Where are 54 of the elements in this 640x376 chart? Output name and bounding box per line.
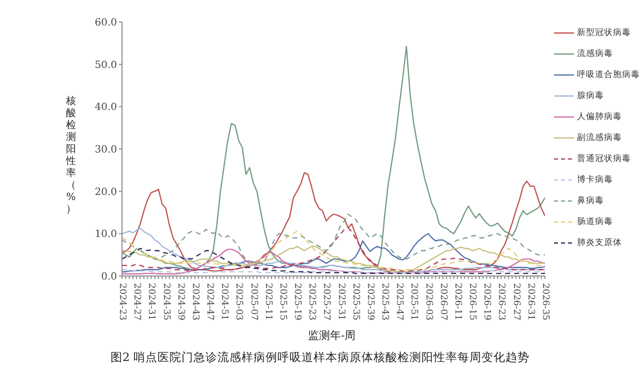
- x-axis-title: 监测年-周: [308, 328, 356, 343]
- x-tick-label: 2024-43: [190, 283, 200, 321]
- y-tick-label: 30.0: [94, 144, 117, 156]
- x-tick-label: 2025-19: [292, 283, 302, 321]
- x-tick-label: 2025-23: [306, 283, 317, 321]
- x-tick-label: 2026-15: [467, 283, 478, 321]
- x-tick-label: 2025-51: [408, 283, 419, 320]
- legend-label: 普通冠状病毒: [577, 152, 631, 164]
- x-tick-label: 2025-03: [234, 283, 244, 321]
- x-tick-label: 2025-39: [364, 283, 375, 321]
- x-tick-label: 2025-47: [394, 283, 404, 321]
- y-tick-label: 0.0: [101, 272, 117, 283]
- y-axis-title: 核酸检测阳性率（%）: [64, 96, 77, 216]
- y-tick-label: 40.0: [94, 102, 117, 114]
- legend-label: 鼻病毒: [577, 194, 604, 206]
- legend-label: 新型冠状病毒: [577, 26, 631, 38]
- line-series: [122, 46, 545, 270]
- legend-label: 腺病毒: [577, 90, 604, 102]
- x-tick-label: 2025-35: [350, 283, 360, 321]
- text: 图2 哨点医院门急诊流感样病例呼吸道样本病原体核酸检测阳性率每周变化趋势: [110, 350, 530, 365]
- legend-label: 人偏肺病毒: [577, 110, 622, 122]
- x-tick-label: 2025-43: [380, 283, 390, 321]
- x-tick-label: 2025-07: [248, 283, 258, 321]
- y-tick-label: 20.0: [94, 186, 117, 198]
- x-tick-label: 2026-35: [540, 283, 550, 321]
- x-tick-label: 2025-27: [321, 283, 332, 321]
- x-tick-label: 2025-31: [336, 283, 346, 320]
- legend-label: 博卡病毒: [577, 174, 613, 186]
- legend-label: 副流感病毒: [577, 132, 622, 144]
- x-tick-label: 2026-23: [496, 283, 506, 321]
- x-tick-label: 2025-11: [262, 283, 273, 320]
- line-series: [122, 214, 545, 264]
- line-series: [122, 172, 545, 274]
- x-tick-label: 2026-31: [525, 283, 536, 320]
- legend-label: 肠道病毒: [577, 216, 613, 228]
- legend-label: 肺炎支原体: [577, 236, 622, 248]
- x-tick-label: 2024-35: [160, 283, 171, 321]
- x-tick-label: 2026-11: [452, 283, 462, 320]
- x-tick-label: 2024-27: [132, 283, 142, 321]
- x-tick-label: 2024-39: [175, 283, 186, 321]
- x-tick-label: 2026-03: [423, 283, 434, 321]
- x-tick-label: 2024-47: [204, 283, 215, 321]
- x-tick-label: 2025-15: [277, 283, 288, 321]
- x-tick-label: 2024-31: [146, 283, 156, 320]
- x-tick-label: 2026-19: [482, 283, 492, 321]
- legend-label: 流感病毒: [577, 48, 613, 60]
- x-tick-label: 2026-07: [438, 283, 448, 321]
- x-tick-label: 2024-23: [117, 283, 127, 321]
- y-tick-label: 50.0: [94, 60, 117, 71]
- y-tick-label: 10.0: [94, 229, 117, 240]
- x-tick-label: 2024-51: [219, 283, 230, 320]
- legend-label: 呼吸道合胞病毒: [577, 68, 640, 80]
- x-tick-label: 2026-27: [510, 283, 521, 321]
- y-tick-label: 60.0: [94, 18, 117, 29]
